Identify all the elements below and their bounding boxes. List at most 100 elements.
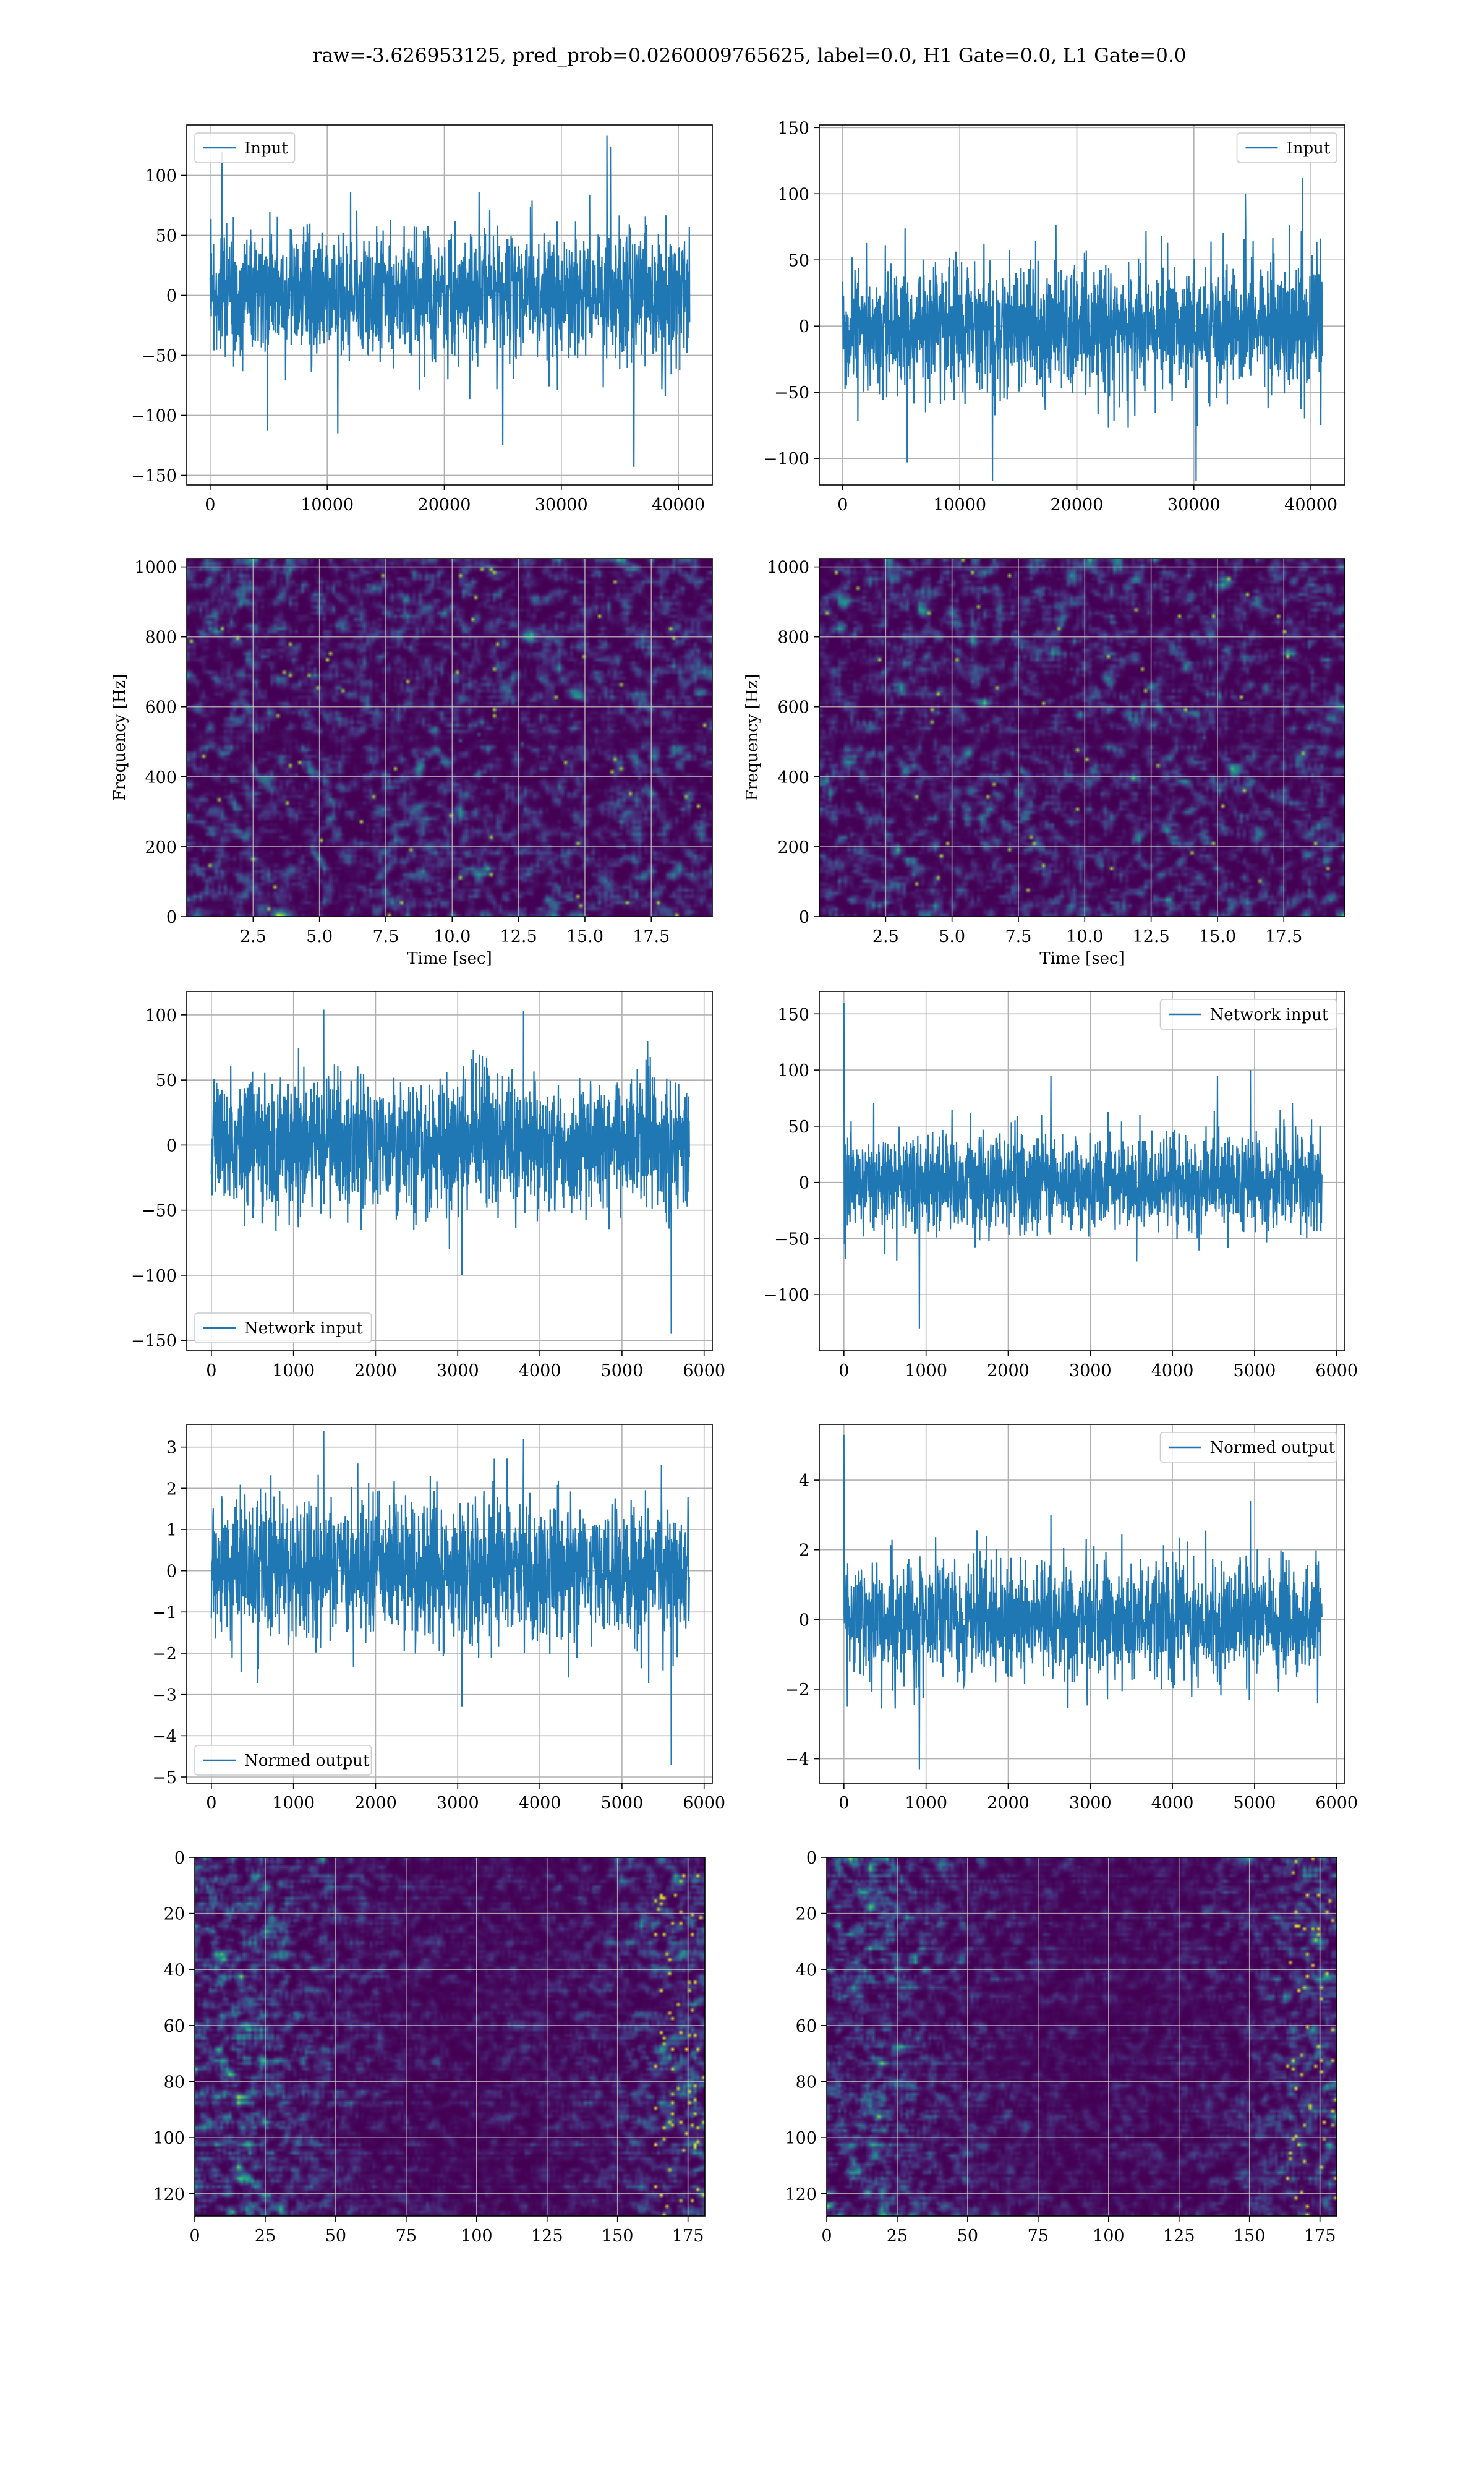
y-tick-label: −50 <box>774 1230 809 1249</box>
x-tick-label: 150 <box>1234 2227 1266 2246</box>
x-tick-label: 15.0 <box>1199 927 1236 946</box>
axes-frame <box>819 991 1345 1351</box>
legend: Input <box>194 132 296 163</box>
y-tick-label: 80 <box>796 2073 817 2092</box>
y-tick-label: −1 <box>152 1603 177 1622</box>
y-tick-label: 60 <box>164 2017 185 2036</box>
panel-p5: 0 1000 2000 3000 4000 5000 6000 −150 −100 −50 0 50 1… <box>131 991 725 1380</box>
axes-frame <box>194 1857 706 2217</box>
x-tick-label: 0 <box>206 1794 216 1813</box>
y-tick-label: 60 <box>796 2017 817 2036</box>
x-tick-label: 7.5 <box>372 927 399 946</box>
figure-title: raw=-3.626953125, pred_prob=0.0260009765… <box>313 45 1187 67</box>
x-tick-label: 30000 <box>535 495 588 515</box>
y-tick-label: 1000 <box>134 559 177 578</box>
x-tick-label: 12.5 <box>1133 927 1170 946</box>
y-tick-label: 80 <box>164 2073 185 2092</box>
legend-label: Input <box>244 139 288 158</box>
x-tick-label: 1000 <box>905 1794 947 1813</box>
x-tick-label: 2000 <box>354 1361 397 1380</box>
heatmap-image <box>827 1857 1337 2216</box>
axes-frame <box>819 124 1345 486</box>
y-tick-label: 0 <box>166 1136 177 1155</box>
grid <box>819 559 1345 917</box>
x-tick-label: 3000 <box>437 1794 479 1813</box>
x-tick-label: 17.5 <box>633 927 670 946</box>
y-tick-label: −2 <box>785 1680 809 1700</box>
x-tick-label: 15.0 <box>566 927 603 946</box>
y-tick-label: 400 <box>145 768 177 787</box>
legend-box <box>194 132 296 163</box>
y-tick-label: 600 <box>777 698 809 717</box>
legend: Network input <box>194 1312 372 1343</box>
y-tick-label: 100 <box>777 1061 809 1081</box>
y-tick-label: 1 <box>166 1521 177 1540</box>
x-tick-label: 20000 <box>418 495 471 515</box>
y-tick-label: −4 <box>152 1727 177 1746</box>
y-tick-label: 2 <box>166 1479 177 1499</box>
x-tick-label: 17.5 <box>1265 927 1302 946</box>
y-tick-label: 100 <box>145 166 177 186</box>
x-tick-label: 10000 <box>301 495 354 515</box>
x-tick-label: 2000 <box>354 1794 397 1813</box>
x-tick-label: 0 <box>837 495 848 515</box>
x-tick-label: 75 <box>1028 2227 1049 2246</box>
y-tick-label: 40 <box>796 1961 817 1980</box>
x-tick-label: 5.0 <box>306 927 333 946</box>
x-tick-label: 0 <box>838 1794 849 1813</box>
y-tick-label: 100 <box>785 2129 817 2148</box>
series-line <box>843 1003 1323 1329</box>
y-tick-label: 0 <box>166 286 177 306</box>
legend-box <box>1236 132 1337 163</box>
y-tick-label: −50 <box>142 1202 177 1221</box>
y-tick-label: 0 <box>799 908 809 927</box>
y-tick-label: 200 <box>145 838 177 857</box>
series-line <box>842 178 1323 481</box>
y-tick-label: 0 <box>799 1174 809 1193</box>
x-tick-label: 2000 <box>987 1361 1030 1380</box>
grid <box>187 559 712 917</box>
x-tick-label: 3000 <box>1069 1361 1112 1380</box>
y-tick-label: 50 <box>156 1071 177 1090</box>
x-tick-label: 150 <box>602 2227 634 2246</box>
legend: Normed output <box>194 1745 372 1776</box>
x-tick-label: 3000 <box>1069 1794 1112 1813</box>
legend-label: Normed output <box>244 1752 370 1770</box>
x-tick-label: 175 <box>672 2227 704 2246</box>
y-tick-label: −100 <box>131 1267 177 1286</box>
x-tick-label: 175 <box>1304 2227 1336 2246</box>
axes-frame <box>186 558 713 917</box>
panel-p9: 0 25 50 75 100 125 150 175 0 20 40 60 80 100 120 <box>153 1849 706 2246</box>
y-tick-label: −100 <box>764 450 809 469</box>
y-tick-label: 0 <box>806 1849 817 1868</box>
x-tick-label: 0 <box>189 2227 200 2246</box>
x-tick-label: 6000 <box>683 1794 725 1813</box>
x-tick-label: 7.5 <box>1005 927 1031 946</box>
y-tick-label: 0 <box>174 1849 185 1868</box>
y-tick-label: −150 <box>131 1332 177 1351</box>
x-tick-label: 10.0 <box>1066 927 1103 946</box>
x-tick-label: 75 <box>396 2227 417 2246</box>
legend-label: Normed output <box>1210 1439 1336 1457</box>
y-tick-label: −2 <box>152 1645 177 1664</box>
y-tick-label: 1000 <box>767 559 809 578</box>
y-tick-label: 0 <box>799 317 809 336</box>
y-tick-label: 150 <box>777 1005 809 1024</box>
y-axis-label: Frequency [Hz] <box>111 674 129 802</box>
x-tick-label: 1000 <box>905 1361 947 1380</box>
x-tick-label: 50 <box>325 2227 346 2246</box>
legend-box <box>1159 999 1337 1030</box>
y-tick-label: 3 <box>166 1439 177 1458</box>
x-tick-label: 20000 <box>1051 495 1104 515</box>
y-tick-label: 20 <box>164 1905 185 1924</box>
y-tick-label: 50 <box>156 226 177 246</box>
heatmap-image <box>195 1857 705 2216</box>
axes-frame <box>819 558 1345 917</box>
y-tick-label: 20 <box>796 1905 817 1924</box>
series-line <box>210 1430 690 1765</box>
series-line <box>843 1434 1323 1770</box>
panel-p3: 2.5 5.0 7.5 10.0 12.5 15.0 17.5 0 200 400 600 800 10… <box>111 558 713 968</box>
legend-box <box>1159 1432 1337 1463</box>
x-tick-label: 100 <box>461 2227 493 2246</box>
